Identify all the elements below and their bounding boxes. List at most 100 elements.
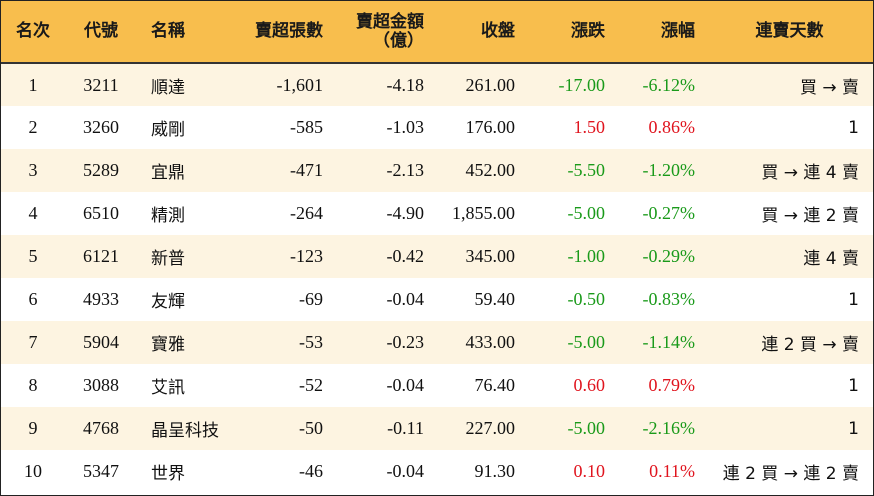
header-row: 名次 代號 名稱 賣超張數 賣超金額 （億） 收盤 漲跌 漲幅 連賣天數 <box>1 1 873 64</box>
header-change-pct: 漲幅 <box>616 1 706 64</box>
change-cell: -5.00 <box>567 332 606 352</box>
change-pct-cell: -1.14% <box>642 332 696 352</box>
close-cell: 261.00 <box>465 74 516 95</box>
name-cell: 宜鼎 <box>151 163 185 183</box>
code-cell: 3088 <box>83 375 119 395</box>
sell-amount-cell: -4.18 <box>386 74 425 95</box>
name-cell: 新普 <box>151 249 185 269</box>
streak-cell: 連 2 買 → 連 2 賣 <box>722 464 859 484</box>
sell-amount-cell: -0.42 <box>386 246 425 266</box>
sell-amount-cell: -2.13 <box>386 160 425 180</box>
streak-cell: 1 <box>848 375 859 396</box>
rank-cell: 8 <box>28 375 38 395</box>
rank-cell: 1 <box>28 74 38 95</box>
change-pct-cell: -0.83% <box>642 289 696 309</box>
streak-cell: 1 <box>848 117 859 138</box>
streak-cell: 1 <box>848 418 859 439</box>
table-row: 9 4768 晶呈科技 -50 -0.11 227.00 -5.00 -2.16% 1 <box>1 407 873 450</box>
change-pct-cell: -1.20% <box>642 160 696 180</box>
rank-cell: 3 <box>28 160 38 180</box>
header-rank: 名次 <box>1 1 65 64</box>
close-cell: 433.00 <box>465 332 516 352</box>
sell-lots-cell: -50 <box>299 418 323 438</box>
code-cell: 3211 <box>83 74 119 95</box>
streak-cell: 買 → 連 2 賣 <box>761 206 859 226</box>
name-cell: 晶呈科技 <box>151 421 219 441</box>
change-pct-cell: -6.12% <box>642 74 696 95</box>
change-pct-cell: -2.16% <box>642 418 696 438</box>
table-row: 1 3211 順達 -1,601 -4.18 261.00 -17.00 -6.12% 買 → … <box>1 63 873 106</box>
code-cell: 5904 <box>83 332 119 352</box>
header-streak: 連賣天數 <box>706 1 873 64</box>
sell-amount-cell: -0.04 <box>386 375 425 395</box>
change-pct-cell: 0.79% <box>648 375 696 395</box>
change-cell: 0.10 <box>573 461 606 481</box>
sell-lots-cell: -46 <box>299 461 323 481</box>
change-cell: 0.60 <box>573 375 606 395</box>
streak-cell: 1 <box>848 289 859 310</box>
sell-lots-cell: -69 <box>299 289 323 309</box>
table-row: 2 3260 威剛 -585 -1.03 176.00 1.50 0.86% 1 <box>1 106 873 149</box>
name-cell: 寶雅 <box>151 335 185 355</box>
code-cell: 3260 <box>83 117 119 137</box>
header-close: 收盤 <box>435 1 526 64</box>
change-cell: -0.50 <box>567 289 606 309</box>
sell-amount-cell: -4.90 <box>386 203 425 223</box>
rank-cell: 6 <box>28 289 38 309</box>
change-cell: -17.00 <box>558 74 606 95</box>
change-cell: -1.00 <box>567 246 606 266</box>
close-cell: 1,855.00 <box>452 203 515 223</box>
close-cell: 452.00 <box>465 160 516 180</box>
rank-cell: 5 <box>28 246 38 266</box>
table-row: 10 5347 世界 -46 -0.04 91.30 0.10 0.11% 連 2 買 → 連 … <box>1 450 873 493</box>
table-row: 7 5904 寶雅 -53 -0.23 433.00 -5.00 -1.14% 連 2 買 → … <box>1 321 873 364</box>
change-cell: -5.00 <box>567 418 606 438</box>
rank-cell: 2 <box>28 117 38 137</box>
header-sell-amount: 賣超金額 （億） <box>334 1 435 64</box>
name-cell: 艾訊 <box>151 378 185 398</box>
name-cell: 精測 <box>151 206 185 226</box>
streak-cell: 買 → 賣 <box>799 77 859 98</box>
sell-lots-cell: -123 <box>290 246 323 266</box>
table-row: 4 6510 精測 -264 -4.90 1,855.00 -5.00 -0.27% 買 → 連… <box>1 192 873 235</box>
close-cell: 76.40 <box>474 375 516 395</box>
streak-cell: 連 2 買 → 賣 <box>761 335 859 355</box>
close-cell: 345.00 <box>465 246 516 266</box>
code-cell: 5347 <box>83 461 119 481</box>
code-cell: 6121 <box>83 246 119 266</box>
sell-lots-cell: -1,601 <box>276 74 324 95</box>
change-pct-cell: -0.27% <box>642 203 696 223</box>
sell-amount-cell: -0.23 <box>386 332 425 352</box>
code-cell: 6510 <box>83 203 119 223</box>
code-cell: 4933 <box>83 289 119 309</box>
streak-cell: 連 4 賣 <box>803 249 859 269</box>
change-pct-cell: 0.86% <box>648 117 696 137</box>
name-cell: 世界 <box>151 464 185 484</box>
code-cell: 4768 <box>83 418 119 438</box>
rank-cell: 9 <box>28 418 38 438</box>
table-row: 3 5289 宜鼎 -471 -2.13 452.00 -5.50 -1.20% 買 → 連 4… <box>1 149 873 192</box>
header-sell-lots: 賣超張數 <box>247 1 334 64</box>
name-cell: 友輝 <box>151 292 185 312</box>
sell-amount-cell: -0.04 <box>386 461 425 481</box>
streak-cell: 買 → 連 4 賣 <box>761 163 859 183</box>
sell-amount-cell: -1.03 <box>386 117 425 137</box>
sell-lots-cell: -53 <box>299 332 323 352</box>
sell-lots-cell: -471 <box>290 160 323 180</box>
name-cell: 威剛 <box>151 120 185 140</box>
change-cell: 1.50 <box>573 117 606 137</box>
sell-lots-cell: -264 <box>290 203 323 223</box>
table-row: 5 6121 新普 -123 -0.42 345.00 -1.00 -0.29% 連 4 賣 <box>1 235 873 278</box>
close-cell: 176.00 <box>465 117 516 137</box>
header-sell-amount-line2: （億） <box>373 30 424 51</box>
close-cell: 227.00 <box>465 418 516 438</box>
header-sell-amount-line1: 賣超金額 <box>356 11 424 32</box>
close-cell: 91.30 <box>474 461 516 481</box>
table-row: 8 3088 艾訊 -52 -0.04 76.40 0.60 0.79% 1 <box>1 364 873 407</box>
name-cell: 順達 <box>151 77 185 98</box>
sell-amount-cell: -0.11 <box>387 418 424 438</box>
header-name: 名稱 <box>137 1 247 64</box>
sell-lots-cell: -52 <box>299 375 323 395</box>
